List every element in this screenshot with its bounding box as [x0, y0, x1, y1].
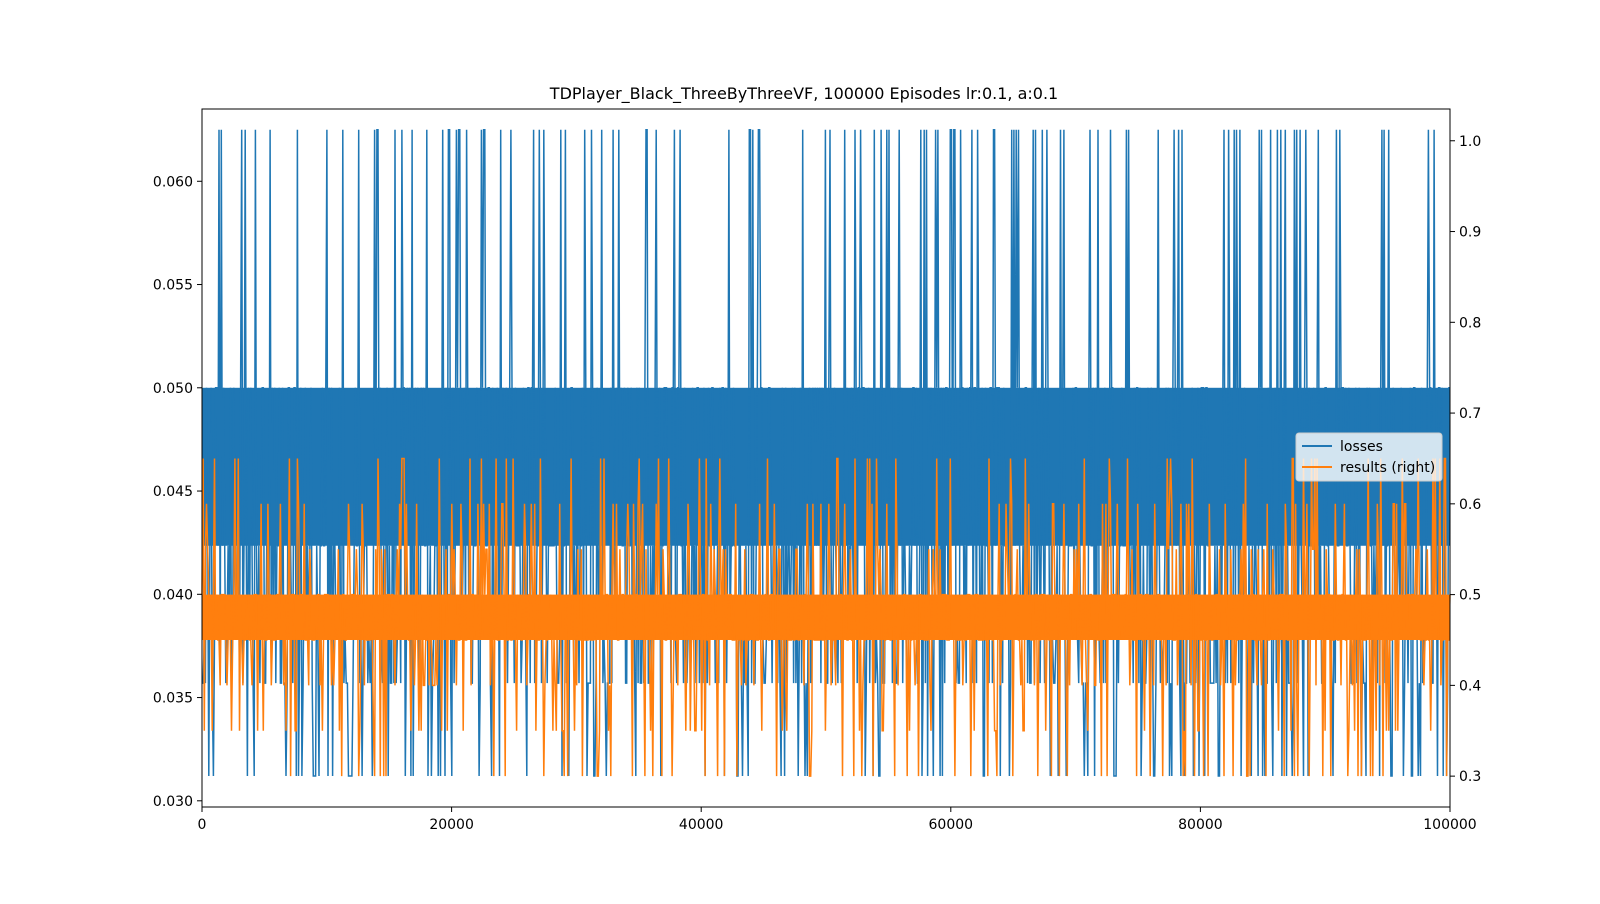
y-axis-left: 0.030 0.035 0.040 0.045 0.050 0.055 0.060: [153, 174, 202, 810]
y2-tick-label: 0.6: [1459, 497, 1481, 513]
y-tick-label: 0.030: [153, 794, 193, 810]
y-tick-label: 0.050: [153, 381, 193, 397]
series-losses-line: [202, 128, 1450, 777]
legend-label-losses: losses: [1340, 439, 1383, 455]
y-tick-label: 0.035: [153, 691, 193, 707]
plot-area: [201, 128, 1451, 777]
legend-label-results: results (right): [1340, 460, 1435, 476]
y2-tick-label: 0.7: [1459, 406, 1481, 422]
chart-title: TDPlayer_Black_ThreeByThreeVF, 100000 Ep…: [549, 84, 1058, 104]
x-tick-label: 80000: [1178, 817, 1223, 833]
x-tick-label: 20000: [429, 817, 474, 833]
legend-box: [1295, 432, 1443, 482]
y-tick-label: 0.055: [153, 278, 193, 294]
y-tick-label: 0.040: [153, 587, 193, 603]
x-tick-label: 100000: [1423, 817, 1476, 833]
x-tick-label: 40000: [679, 817, 724, 833]
y-axis-right: 0.3 0.4 0.5 0.6 0.7 0.8 0.9 1.0: [1450, 134, 1481, 785]
series-results-group: [201, 457, 1451, 777]
y2-tick-label: 0.8: [1459, 315, 1481, 331]
y2-tick-label: 0.5: [1459, 588, 1481, 604]
series-results-line: [201, 457, 1451, 777]
legend: losses results (right): [1295, 432, 1443, 482]
y2-tick-label: 0.3: [1459, 769, 1481, 785]
y2-tick-label: 0.9: [1459, 225, 1481, 241]
y2-tick-label: 0.4: [1459, 678, 1481, 694]
plot-frame: [201, 108, 1451, 808]
x-tick-label: 0: [198, 817, 207, 833]
series-losses-group: [202, 128, 1450, 777]
x-tick-label: 60000: [929, 817, 974, 833]
y-tick-label: 0.060: [153, 174, 193, 190]
y2-tick-label: 1.0: [1459, 134, 1481, 150]
y-tick-label: 0.045: [153, 484, 193, 500]
x-axis: 0 20000 40000 60000 80000 100000: [198, 807, 1477, 833]
